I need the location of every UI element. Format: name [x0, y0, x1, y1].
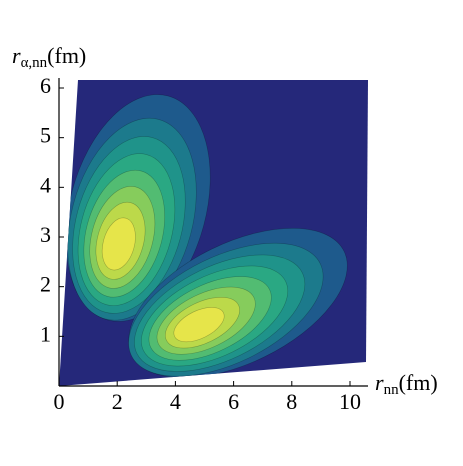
x-tick-label: 2: [112, 389, 123, 414]
y-tick-label: 1: [40, 321, 51, 346]
x-tick-label: 0: [54, 389, 65, 414]
y-axis-label: rα,nn(fm): [12, 43, 86, 71]
y-tick-label: 5: [40, 123, 51, 148]
y-tick-label: 4: [40, 172, 51, 197]
x-tick-label: 8: [286, 389, 297, 414]
y-tick-label: 2: [40, 272, 51, 297]
contour-level: [101, 217, 136, 271]
y-tick-label: 6: [40, 73, 51, 98]
contours: [65, 94, 348, 379]
x-tick-label: 6: [228, 389, 239, 414]
x-tick-label: 10: [339, 389, 361, 414]
y-tick-label: 3: [40, 222, 51, 247]
x-axis-label: rnn(fm): [375, 370, 438, 398]
contour-level: [173, 307, 225, 343]
x-tick-label: 4: [170, 389, 181, 414]
